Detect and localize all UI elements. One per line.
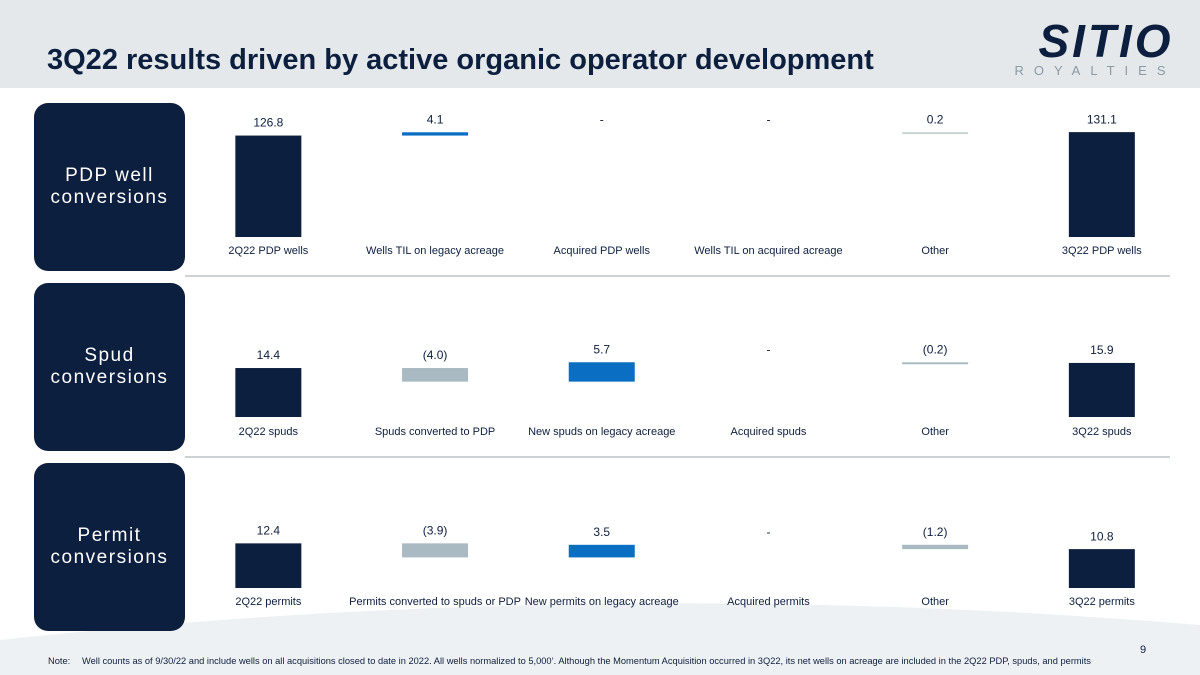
category-label: 3Q22 spuds <box>1072 426 1132 438</box>
value-label: - <box>766 525 770 539</box>
category-label: Spuds converted to PDP <box>375 426 495 438</box>
note-label: Note: <box>48 656 71 666</box>
bar <box>902 132 969 135</box>
value-label: 5.7 <box>593 342 610 356</box>
category-label: New spuds on legacy acreage <box>528 426 675 438</box>
value-label: (4.0) <box>423 348 448 362</box>
bar <box>402 132 469 136</box>
bottom-wave <box>0 603 1200 675</box>
bar <box>568 362 635 382</box>
category-label: 2Q22 PDP wells <box>228 245 308 257</box>
value-label: (3.9) <box>423 524 448 538</box>
category-label: Wells TIL on acquired acreage <box>694 245 842 257</box>
value-label: 15.9 <box>1090 343 1114 357</box>
bar <box>235 368 302 417</box>
value-label: 131.1 <box>1087 112 1117 126</box>
category-label: 2Q22 permits <box>235 596 302 608</box>
footnote: Note: Well counts as of 9/30/22 and inclu… <box>48 656 1091 666</box>
bar <box>402 368 469 382</box>
category-label: Acquired spuds <box>731 426 807 438</box>
category-label: 3Q22 permits <box>1069 596 1136 608</box>
header-band <box>0 0 1200 88</box>
value-label: (0.2) <box>923 342 948 356</box>
value-label: 0.2 <box>927 112 944 126</box>
bar <box>902 544 969 550</box>
value-label: 10.8 <box>1090 529 1114 543</box>
value-label: - <box>766 112 770 126</box>
bar <box>1068 362 1135 417</box>
category-label: 3Q22 PDP wells <box>1062 245 1142 257</box>
category-label: Acquired PDP wells <box>554 245 651 257</box>
bar <box>568 544 635 558</box>
page-number: 9 <box>1140 644 1147 656</box>
category-label: 2Q22 spuds <box>239 426 299 438</box>
value-label: (1.2) <box>923 525 948 539</box>
value-label: 3.5 <box>593 525 610 539</box>
category-label: Other <box>921 596 949 608</box>
bar <box>1068 132 1135 237</box>
bar <box>1068 549 1135 588</box>
value-label: - <box>600 112 604 126</box>
bar <box>235 543 302 588</box>
note-text: Well counts as of 9/30/22 and include we… <box>82 656 1091 666</box>
slide-title: 3Q22 results driven by active organic op… <box>47 44 874 76</box>
section-label: Spud conversions <box>34 283 185 451</box>
category-label: Other <box>921 245 949 257</box>
bar <box>902 362 969 365</box>
category-label: Wells TIL on legacy acreage <box>366 245 504 257</box>
section-label: PDP well conversions <box>34 103 185 271</box>
section-label: Permit conversions <box>34 463 185 631</box>
bar <box>402 543 469 558</box>
category-label: Other <box>921 426 949 438</box>
value-label: 4.1 <box>427 112 444 126</box>
category-label: Acquired permits <box>727 596 810 608</box>
category-label: Permits converted to spuds or PDP <box>349 596 521 608</box>
logo-tagline: ROYALTIES <box>1014 63 1176 78</box>
value-label: 12.4 <box>257 524 281 538</box>
value-label: 126.8 <box>253 116 283 130</box>
value-label: - <box>766 342 770 356</box>
bar <box>235 135 302 237</box>
logo-name: SITIO <box>1038 15 1174 67</box>
category-label: New permits on legacy acreage <box>525 596 679 608</box>
value-label: 14.4 <box>257 348 281 362</box>
